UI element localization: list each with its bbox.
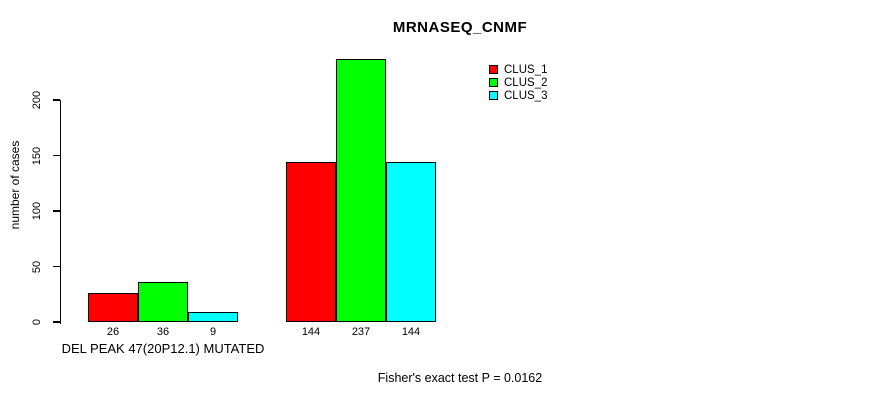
bar-value-label: 36 [156,326,170,338]
legend-item-clus_1: CLUS_1 [489,63,547,76]
legend-swatch-clus_2 [489,78,498,87]
y-axis-label: number of cases [8,140,22,230]
bar-value-label: 144 [301,326,321,338]
footnote-text: Fisher's exact test P = 0.0162 [377,371,543,385]
y-tick-mark [52,210,60,212]
bar-value-label: 9 [209,326,217,338]
bar-clus_1-group2 [286,162,336,322]
y-tick-label: 100 [31,201,43,221]
legend-label: CLUS_1 [504,63,548,76]
y-tick-mark [52,99,60,101]
y-tick-label: 0 [31,318,43,326]
bar-clus_2-group1 [138,282,188,322]
bar-clus_2-group2 [336,59,386,322]
bar-clus_1-group1 [88,293,138,322]
y-tick-label: 150 [31,146,43,165]
y-tick-label: 50 [31,260,43,273]
legend-label: CLUS_3 [504,89,548,102]
legend-label: CLUS_2 [504,76,548,89]
legend-item-clus_2: CLUS_2 [489,76,547,89]
category-label: DEL PEAK 47(20P12.1) MUTATED [61,341,265,356]
y-tick-mark [52,321,60,323]
legend-swatch-clus_3 [489,91,498,100]
bar-value-label: 144 [401,326,421,338]
legend-item-clus_3: CLUS_3 [489,89,547,102]
chart-title: MRNASEQ_CNMF [392,19,528,36]
bar-value-label: 237 [351,326,371,338]
bar-clus_3-group1 [188,312,238,322]
bar-value-label: 26 [106,326,120,338]
y-tick-mark [52,265,60,268]
bar-clus_3-group2 [386,162,436,322]
y-axis-line [59,100,61,324]
y-tick-label: 200 [31,90,43,110]
y-tick-mark [52,154,60,157]
legend-swatch-clus_1 [489,65,498,74]
legend: CLUS_1 CLUS_2 CLUS_3 [489,63,547,102]
